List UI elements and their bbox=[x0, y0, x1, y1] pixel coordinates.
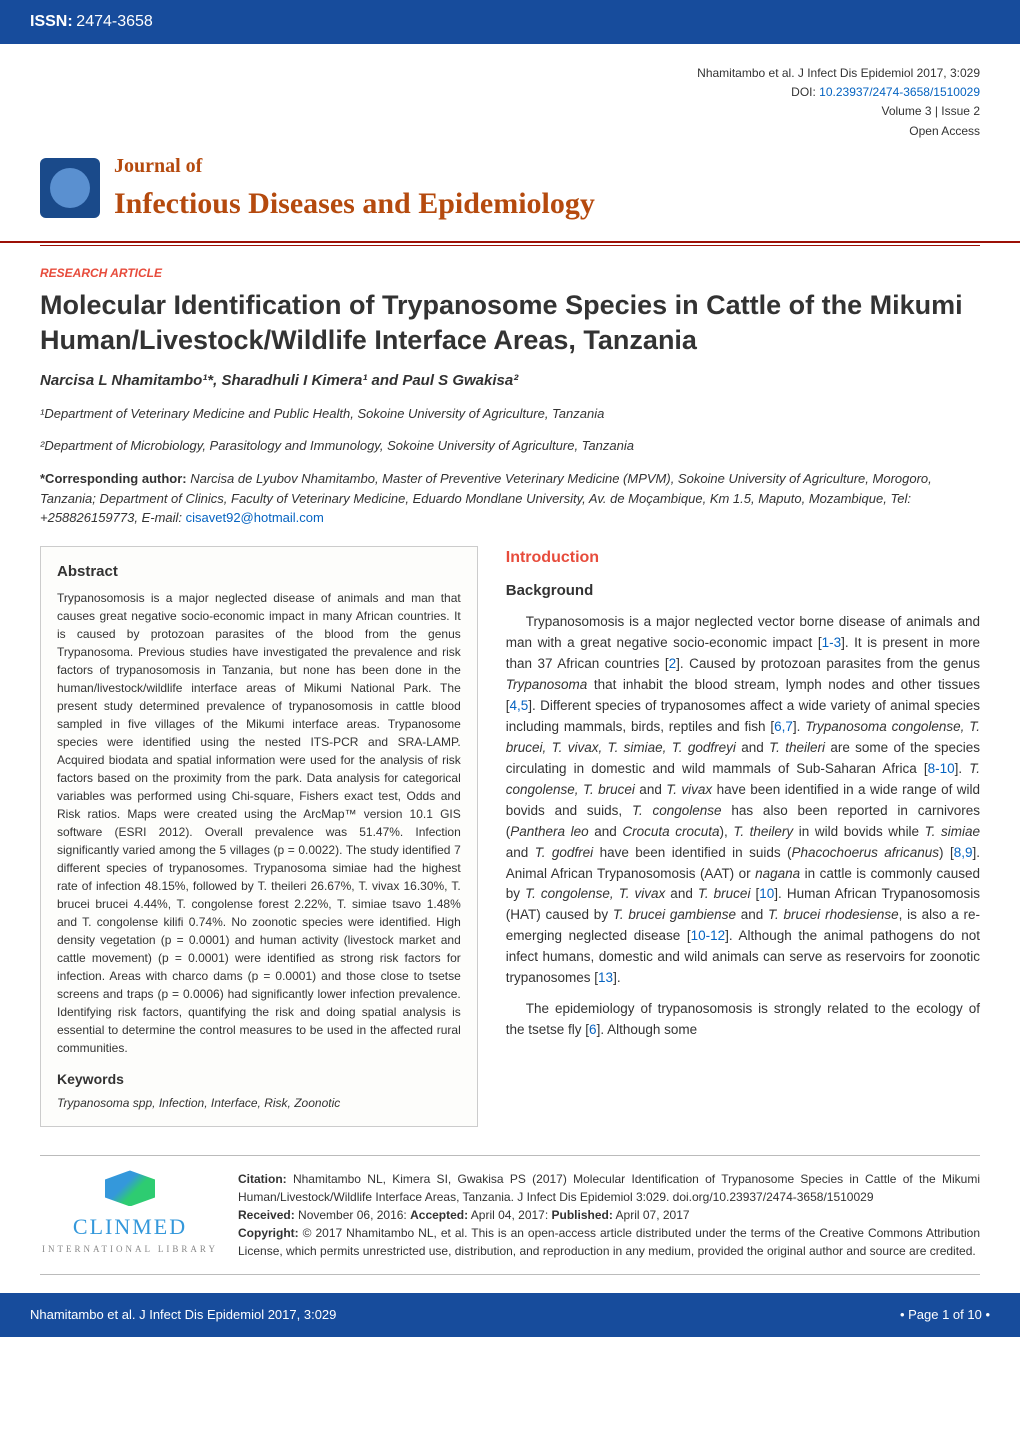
clinmed-subtitle: INTERNATIONAL LIBRARY bbox=[40, 1243, 220, 1257]
clinmed-title: CLINMED bbox=[40, 1210, 220, 1243]
ref-link[interactable]: 1-3 bbox=[822, 635, 842, 650]
affiliation-1: ¹Department of Veterinary Medicine and P… bbox=[40, 404, 980, 424]
ref-link[interactable]: 8-10 bbox=[928, 761, 955, 776]
abstract-heading: Abstract bbox=[57, 561, 461, 584]
corresp-label: *Corresponding author: bbox=[40, 471, 187, 486]
dates-line: Received: November 06, 2016: Accepted: A… bbox=[238, 1206, 980, 1224]
doi-line: DOI: 10.23937/2474-3658/1510029 bbox=[40, 83, 980, 102]
article-type: RESEARCH ARTICLE bbox=[40, 264, 980, 282]
citation-line: Citation: Nhamitambo NL, Kimera SI, Gwak… bbox=[238, 1170, 980, 1206]
authors: Narcisa L Nhamitambo¹*, Sharadhuli I Kim… bbox=[40, 370, 980, 393]
intro-heading: Introduction bbox=[506, 546, 980, 570]
background-heading: Background bbox=[506, 580, 980, 603]
abstract-text: Trypanosomosis is a major neglected dise… bbox=[57, 589, 461, 1057]
ref-link[interactable]: 8,9 bbox=[954, 845, 973, 860]
keywords: Trypanosoma spp, Infection, Interface, R… bbox=[57, 1094, 461, 1112]
journal-of-label: Journal of bbox=[114, 155, 202, 177]
ref-link[interactable]: 13 bbox=[598, 970, 613, 985]
footer-page: • Page 1 of 10 • bbox=[900, 1305, 990, 1325]
abstract-box: Abstract Trypanosomosis is a major negle… bbox=[40, 546, 478, 1128]
citation-short: Nhamitambo et al. J Infect Dis Epidemiol… bbox=[40, 64, 980, 83]
ref-link[interactable]: 6 bbox=[589, 1022, 597, 1037]
article-title: Molecular Identification of Trypanosome … bbox=[40, 288, 980, 358]
journal-header: Journal of Infectious Diseases and Epide… bbox=[0, 151, 1020, 243]
affiliation-2: ²Department of Microbiology, Parasitolog… bbox=[40, 436, 980, 456]
volume-issue: Volume 3 | Issue 2 bbox=[40, 102, 980, 121]
ref-link[interactable]: 4,5 bbox=[510, 698, 529, 713]
ref-link[interactable]: 10 bbox=[759, 886, 774, 901]
corresponding-author: *Corresponding author: Narcisa de Lyubov… bbox=[40, 469, 980, 528]
clinmed-logo: CLINMED INTERNATIONAL LIBRARY bbox=[40, 1170, 220, 1260]
open-access: Open Access bbox=[40, 122, 980, 141]
intro-para-1: Trypanosomosis is a major neglected vect… bbox=[506, 612, 980, 989]
issn-label: ISSN: bbox=[30, 13, 73, 30]
issn-value: 2474-3658 bbox=[76, 13, 153, 30]
issn-bar: ISSN: 2474-3658 bbox=[0, 0, 1020, 44]
journal-title: Infectious Diseases and Epidemiology bbox=[114, 181, 595, 226]
journal-name: Journal of Infectious Diseases and Epide… bbox=[114, 151, 595, 226]
citation-block: CLINMED INTERNATIONAL LIBRARY Citation: … bbox=[40, 1155, 980, 1275]
clinmed-icon bbox=[105, 1170, 155, 1206]
doi-link[interactable]: 10.23937/2474-3658/1510029 bbox=[819, 85, 980, 99]
ref-link[interactable]: 10-12 bbox=[691, 928, 726, 943]
ref-link[interactable]: 6,7 bbox=[774, 719, 793, 734]
footer-citation: Nhamitambo et al. J Infect Dis Epidemiol… bbox=[30, 1305, 336, 1325]
keywords-heading: Keywords bbox=[57, 1069, 461, 1090]
copyright-line: Copyright: © 2017 Nhamitambo NL, et al. … bbox=[238, 1224, 980, 1260]
footer-bar: Nhamitambo et al. J Infect Dis Epidemiol… bbox=[0, 1293, 1020, 1337]
corresp-email[interactable]: cisavet92@hotmail.com bbox=[186, 510, 324, 525]
journal-logo-icon bbox=[40, 158, 100, 218]
meta-block: Nhamitambo et al. J Infect Dis Epidemiol… bbox=[0, 44, 1020, 151]
intro-para-2: The epidemiology of trypanosomosis is st… bbox=[506, 999, 980, 1041]
